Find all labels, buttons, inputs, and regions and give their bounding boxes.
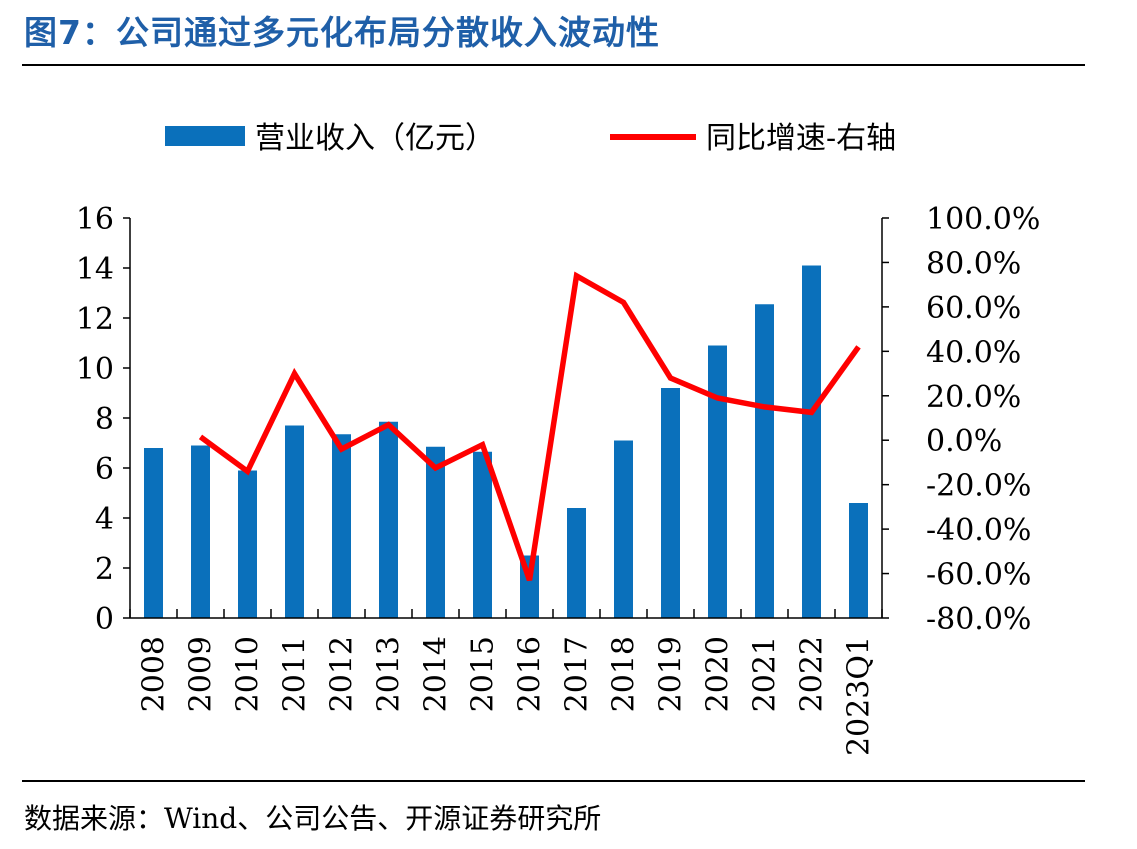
- x-tick-label: 2010: [231, 636, 266, 712]
- x-tick-label: 2017: [560, 636, 595, 712]
- bar-2009: [191, 445, 210, 618]
- bar-2015: [473, 451, 492, 618]
- legend-label-revenue: 营业收入（亿元）: [255, 121, 495, 156]
- left-tick-label: 2: [95, 552, 114, 587]
- bar-2021: [755, 304, 774, 618]
- right-tick-label: 40.0%: [926, 335, 1021, 370]
- bar-2023Q1: [849, 503, 868, 618]
- figure-title: 图7：公司通过多元化布局分散收入波动性: [24, 13, 660, 52]
- right-tick-label: -60.0%: [926, 558, 1031, 593]
- left-tick-label: 4: [95, 502, 114, 537]
- bar-2019: [661, 388, 680, 618]
- x-tick-label: 2012: [325, 636, 360, 712]
- x-tick-label: 2016: [513, 636, 548, 712]
- left-tick-label: 8: [95, 402, 114, 437]
- x-tick-label: 2020: [701, 636, 736, 712]
- x-tick-label: 2022: [795, 636, 830, 712]
- bar-2012: [332, 434, 351, 618]
- bar-2022: [802, 265, 821, 618]
- bar-series-revenue: [144, 265, 868, 618]
- top-rule: [22, 64, 1085, 66]
- x-tick-label: 2018: [607, 636, 642, 712]
- left-tick-label: 12: [76, 302, 114, 337]
- right-tick-label: 20.0%: [926, 380, 1021, 415]
- bar-2018: [614, 440, 633, 618]
- legend-label-growth: 同比增速-右轴: [706, 121, 896, 156]
- axes: 0 2 4 6 8 10 12 14 16 -80.0% -60.0% -40.0% -20.0% 0.0…: [76, 202, 1041, 756]
- right-tick-label: 0.0%: [926, 424, 1002, 459]
- line-series-growth: [198, 271, 861, 582]
- legend: 营业收入（亿元） 同比增速-右轴: [165, 121, 896, 156]
- left-tick-label: 0: [95, 602, 114, 637]
- left-tick-label: 16: [76, 202, 114, 237]
- legend-swatch-revenue: [165, 126, 245, 146]
- x-tick-label: 2008: [137, 636, 172, 712]
- growth-line: [198, 271, 861, 582]
- right-tick-label: -40.0%: [926, 513, 1031, 548]
- left-tick-label: 10: [76, 352, 114, 387]
- left-tick-label: 6: [95, 452, 114, 487]
- right-tick-label: -20.0%: [926, 469, 1031, 504]
- left-tick-label: 14: [76, 252, 114, 287]
- bottom-rule: [22, 780, 1085, 782]
- x-tick-label: 2013: [372, 636, 407, 712]
- bar-2010: [238, 470, 257, 618]
- source-note: 数据来源：Wind、公司公告、开源证券研究所: [24, 802, 602, 835]
- bar-2013: [379, 421, 398, 618]
- x-tick-label: 2023Q1: [842, 636, 877, 756]
- x-tick-label: 2011: [278, 636, 313, 712]
- x-tick-label: 2009: [184, 636, 219, 712]
- x-tick-label: 2015: [466, 636, 501, 712]
- x-tick-label: 2021: [748, 636, 783, 712]
- right-tick-label: 80.0%: [926, 246, 1021, 281]
- x-tick-label: 2019: [654, 636, 689, 712]
- bar-2011: [285, 425, 304, 618]
- bar-2017: [567, 508, 586, 618]
- right-tick-label: 100.0%: [926, 202, 1040, 237]
- right-tick-label: -80.0%: [926, 602, 1031, 637]
- bar-2020: [708, 345, 727, 618]
- bar-2008: [144, 448, 163, 618]
- bar-2014: [426, 446, 445, 618]
- x-tick-label: 2014: [419, 636, 454, 712]
- right-tick-label: 60.0%: [926, 291, 1021, 326]
